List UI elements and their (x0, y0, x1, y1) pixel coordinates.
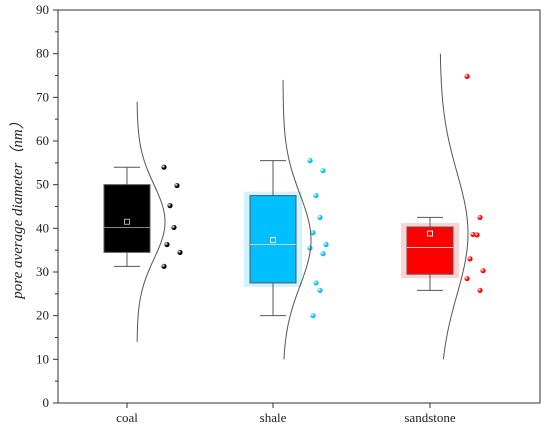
y-tick-label: 30 (36, 264, 49, 279)
data-point-sandstone (470, 231, 476, 238)
y-tick-label: 90 (36, 2, 49, 17)
y-tick-label: 0 (43, 395, 50, 410)
data-point-shale (317, 214, 323, 221)
data-point-coal (171, 224, 177, 231)
y-tick-label: 20 (36, 308, 49, 323)
mean-marker-shale (270, 237, 276, 244)
data-point-shale (313, 192, 319, 199)
iqr-box-sandstone (406, 226, 454, 275)
data-point-shale (320, 251, 326, 257)
y-tick-label: 40 (36, 220, 49, 235)
data-point-shale (310, 313, 316, 319)
data-point-sandstone (474, 232, 480, 238)
y-axis-title: pore average diameter（nm） (9, 114, 26, 299)
data-point-coal (161, 263, 167, 269)
box-shale (244, 160, 302, 317)
x-category-label-shale: shale (260, 410, 287, 425)
iqr-box-coal (103, 184, 151, 253)
marks-group (103, 53, 486, 360)
data-point-shale (310, 230, 316, 236)
density-curve-coal (136, 101, 166, 342)
iqr-box-shale (249, 195, 297, 284)
y-tick-label: 70 (36, 89, 49, 104)
density-curve-sandstone (439, 53, 469, 360)
axes-group: 0 10 20 30 40 50 60 70 80 90 coal shale sandstone (36, 2, 541, 425)
data-point-coal (164, 241, 170, 248)
y-tick-label: 10 (36, 351, 49, 366)
data-point-shale (320, 168, 326, 174)
x-category-label-coal: coal (116, 410, 138, 425)
mean-marker-sandstone (427, 230, 433, 237)
data-point-coal (177, 249, 183, 255)
data-point-sandstone (467, 256, 473, 262)
density-curve-shale (282, 79, 312, 360)
y-tick-label: 60 (36, 133, 49, 148)
data-point-shale (323, 241, 329, 248)
data-point-coal (174, 182, 180, 189)
data-point-sandstone (477, 287, 483, 293)
data-point-coal (161, 164, 167, 170)
data-point-shale (307, 245, 313, 251)
data-point-sandstone (477, 214, 483, 221)
data-point-sandstone (464, 275, 470, 282)
data-point-shale (317, 287, 323, 293)
box-coal (103, 166, 151, 267)
box-sandstone (401, 216, 459, 291)
data-point-sandstone (464, 73, 470, 79)
y-tick-label: 80 (36, 46, 49, 61)
data-point-shale (313, 280, 319, 286)
data-point-sandstone (480, 268, 486, 274)
y-tick-label: 50 (36, 177, 49, 192)
x-category-label-sandstone: sandstone (404, 410, 456, 425)
data-point-shale (307, 158, 313, 164)
data-point-coal (167, 203, 173, 209)
mean-marker-coal (124, 218, 130, 225)
